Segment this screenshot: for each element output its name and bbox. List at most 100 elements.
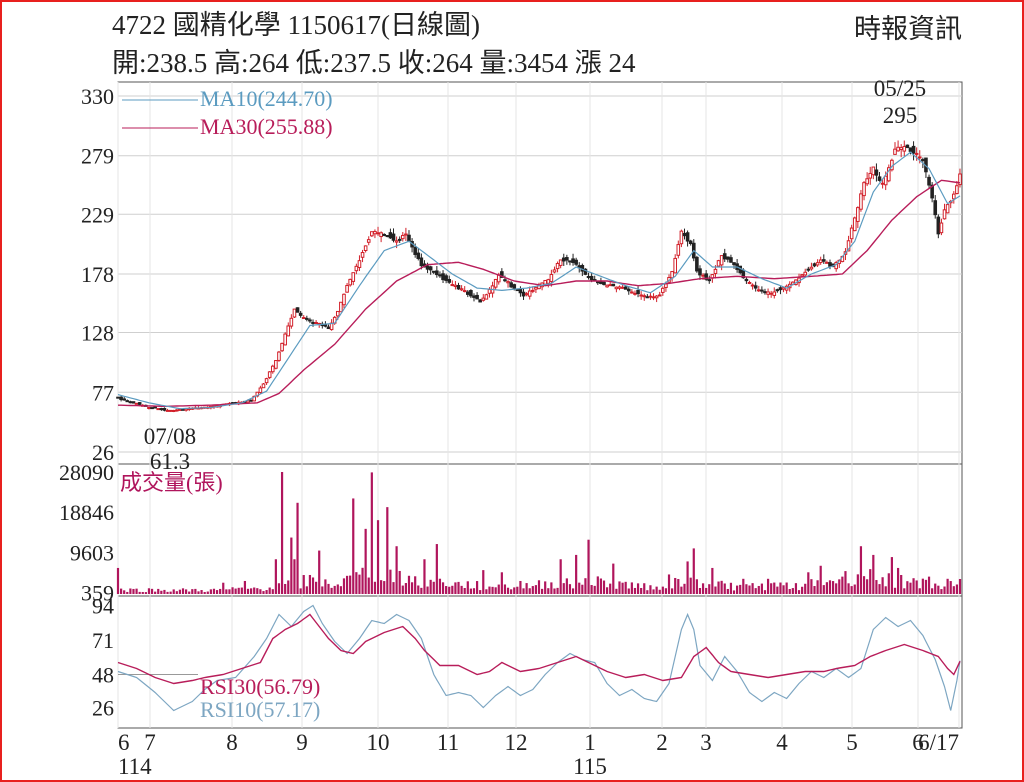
volume-bar bbox=[943, 586, 946, 594]
candle-body bbox=[444, 275, 448, 281]
volume-bar bbox=[553, 588, 556, 594]
candle-body bbox=[119, 396, 123, 401]
volume-bar bbox=[123, 590, 126, 594]
candle-body bbox=[397, 238, 402, 241]
candle-body bbox=[493, 278, 498, 288]
candle-body bbox=[846, 240, 851, 252]
candle-body bbox=[469, 290, 473, 297]
volume-bar bbox=[503, 584, 507, 594]
volume-bar bbox=[302, 575, 305, 594]
volume-bar bbox=[698, 587, 702, 594]
volume-bar bbox=[578, 582, 581, 594]
candle-body bbox=[298, 312, 303, 316]
volume-bar bbox=[290, 537, 293, 594]
volume-bar bbox=[640, 587, 643, 594]
candle-body bbox=[466, 291, 470, 295]
volume-title: 成交量(張) bbox=[120, 470, 223, 495]
volume-bar bbox=[677, 579, 680, 594]
candle-body bbox=[639, 294, 643, 297]
candle-body bbox=[308, 319, 312, 322]
candle-body bbox=[902, 146, 907, 152]
candle-body bbox=[722, 253, 727, 260]
volume-bar bbox=[850, 586, 853, 594]
candle-body bbox=[153, 406, 157, 409]
volume-bar bbox=[540, 588, 544, 594]
volume-bar bbox=[401, 585, 404, 594]
volume-bar bbox=[593, 585, 596, 594]
candle-body bbox=[766, 291, 770, 295]
volume-bar bbox=[797, 590, 801, 594]
volume-bar bbox=[212, 588, 216, 594]
x-tick-label: 8 bbox=[226, 730, 238, 755]
candle-body bbox=[565, 257, 569, 261]
candle-body bbox=[441, 273, 445, 281]
candle-body bbox=[561, 257, 566, 262]
candle-body bbox=[605, 284, 609, 288]
candle-body bbox=[342, 293, 346, 306]
volume-bar bbox=[116, 567, 120, 594]
candle-body bbox=[729, 257, 733, 263]
volume-bar bbox=[271, 589, 274, 594]
volume-bar bbox=[154, 591, 157, 594]
volume-bar bbox=[655, 586, 658, 594]
candle-body bbox=[512, 284, 517, 289]
volume-bar bbox=[701, 583, 705, 594]
candle-body bbox=[472, 295, 476, 298]
volume-bar bbox=[785, 582, 788, 594]
volume-bar bbox=[206, 591, 209, 594]
volume-bar bbox=[949, 581, 952, 594]
candle-body bbox=[305, 317, 309, 320]
volume-bar bbox=[522, 588, 525, 594]
candle-body bbox=[716, 260, 721, 267]
volume-bar bbox=[872, 554, 875, 594]
volume-bar bbox=[274, 559, 277, 594]
candle-body bbox=[366, 239, 371, 243]
candle-body bbox=[162, 407, 167, 411]
volume-bar bbox=[658, 589, 661, 594]
volume-bar bbox=[299, 588, 302, 594]
plot-frame bbox=[117, 81, 963, 729]
candle-body bbox=[404, 233, 408, 236]
volume-bar bbox=[881, 577, 884, 594]
volume-bar bbox=[869, 569, 872, 594]
candle-body bbox=[939, 222, 944, 234]
volume-bar bbox=[813, 586, 816, 594]
volume-bar bbox=[782, 585, 785, 594]
candle-body bbox=[942, 209, 947, 220]
candle-body bbox=[326, 326, 331, 330]
candle-body bbox=[852, 217, 857, 232]
volume-bar bbox=[376, 520, 380, 594]
candle-body bbox=[930, 184, 934, 199]
volume-bar bbox=[438, 578, 442, 594]
candle-body bbox=[280, 342, 284, 352]
volume-bar bbox=[822, 585, 825, 594]
candle-body bbox=[651, 296, 656, 299]
candle-body bbox=[908, 147, 913, 152]
volume-bar bbox=[516, 586, 519, 594]
volume-bar bbox=[188, 591, 191, 594]
candle-body bbox=[400, 234, 405, 240]
rsi-tick-label: 94 bbox=[92, 594, 114, 619]
candle-body bbox=[825, 261, 829, 264]
candle-body bbox=[753, 285, 758, 289]
candle-body bbox=[555, 262, 560, 270]
volume-bar bbox=[203, 591, 206, 594]
volume-bar bbox=[250, 588, 253, 594]
volume-bar bbox=[138, 591, 141, 594]
volume-bar bbox=[683, 583, 686, 594]
volume-bar bbox=[466, 581, 469, 594]
volume-bar bbox=[253, 587, 256, 594]
volume-bar bbox=[181, 588, 185, 594]
candle-body bbox=[664, 283, 668, 289]
volume-bar bbox=[581, 584, 584, 594]
volume-bar bbox=[513, 587, 516, 594]
x-tick-label: 6 bbox=[118, 730, 130, 755]
candle-body bbox=[515, 289, 520, 292]
candle-body bbox=[921, 159, 925, 162]
volume-bar bbox=[547, 588, 550, 594]
volume-bar bbox=[327, 583, 330, 594]
candle-body bbox=[905, 144, 910, 149]
volume-bar bbox=[627, 588, 630, 594]
candle-body bbox=[348, 278, 352, 286]
candle-body bbox=[531, 289, 535, 292]
